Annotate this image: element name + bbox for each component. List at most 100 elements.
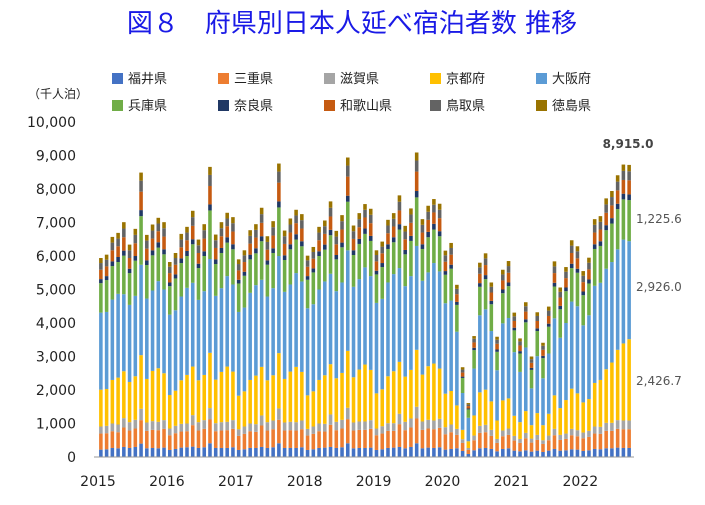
bar-segment [225,430,229,448]
y-tick-label: 1,000 [36,417,76,433]
bar-segment [213,431,218,448]
legend-label: 奈良県 [234,98,273,114]
bar-segment [300,241,304,247]
bar-segment [110,379,115,424]
bar-segment [294,209,298,216]
bar-segment [231,284,235,372]
bar-segment [478,315,482,393]
bar-segment [437,218,442,232]
legend-label: 鳥取県 [446,99,485,114]
bar-segment [518,351,522,354]
bar-segment [213,259,218,265]
bar-segment [368,208,373,215]
bar-segment [265,241,270,250]
bar-segment [311,391,316,427]
bar-segment [449,432,453,449]
bar-segment [236,270,241,280]
bar-segment [116,377,120,425]
bar-segment [489,401,494,430]
bar-segment [592,426,597,434]
bar-segment [414,406,419,419]
bar-segment [437,427,442,448]
annotations: 8,915.0 1,225.6 2,926.0 2,426.7 [603,137,682,388]
bar-segment [288,232,293,245]
bar-segment [437,271,442,369]
bar-segment [133,228,138,235]
bar-segment [127,273,132,305]
bar-segment [282,255,287,261]
bar-segment [133,260,138,296]
bar-segment [190,415,195,426]
bar-segment [150,250,155,256]
bar-segment [460,450,465,457]
bar-segment [231,217,235,224]
bar-segment [259,241,264,280]
bar-segment [208,419,212,444]
bar-segment [535,356,540,414]
bar-segment [139,191,143,211]
bar-segment [122,418,126,428]
bar-segment [518,451,522,457]
bar-segment [483,279,488,310]
bar-segment [604,225,608,231]
bar-segment [518,422,522,439]
bar-segment [587,399,591,431]
bar-segment [420,219,425,225]
bar-segment [225,421,229,431]
bar-segment [478,273,482,284]
bar-segment [334,244,339,255]
bar-segment [437,418,442,428]
bar-segment [592,244,597,249]
bar-segment [254,285,258,376]
bar-segment [546,315,551,324]
bar-segment [162,428,166,448]
bar-segment [179,258,184,264]
bar-segment [483,432,488,448]
bar-segment [156,421,161,431]
bar-segment [489,331,494,402]
bar-segment [598,433,603,450]
bar-segment [242,307,247,392]
bar-segment [190,239,195,245]
bar-segment [259,207,264,215]
bar-segment [455,448,459,457]
bar-segment [162,289,166,374]
bar-segment [391,218,396,227]
bar-segment [552,435,557,449]
bar-segment [501,448,505,457]
bar-segment [374,393,379,429]
bar-segment [592,382,597,427]
bar-segment [443,303,448,394]
bar-segment [294,447,298,457]
bar-segment [604,430,608,449]
bar-segment [351,250,356,255]
y-tick-label: 10,000 [27,115,76,131]
bar-segment [133,446,138,457]
bar-segment [167,435,172,450]
bar-segment [495,343,499,350]
bar-segment [529,369,534,389]
bar-segment [575,246,580,252]
legend-swatch [324,73,335,84]
bar-segment [592,285,597,383]
bar-segment [397,361,402,414]
bar-segment [569,245,574,253]
bar-segment [288,421,293,431]
bar-segment [426,205,430,212]
bar-segment [271,288,275,376]
bar-segment [219,288,224,372]
bar-segment [277,256,281,354]
bar-segment [541,355,545,359]
bar-segment [116,448,120,457]
bar-segment [564,400,568,434]
bar-segment [208,185,212,205]
bar-segment [426,419,430,429]
bar-segment [248,235,252,244]
bar-segment [242,271,247,276]
bar-segment [386,244,390,249]
bar-segment [615,249,620,350]
bar-segment [512,312,517,317]
bar-segment [414,418,419,444]
bar-segment [340,229,344,243]
bar-segment [305,395,310,429]
